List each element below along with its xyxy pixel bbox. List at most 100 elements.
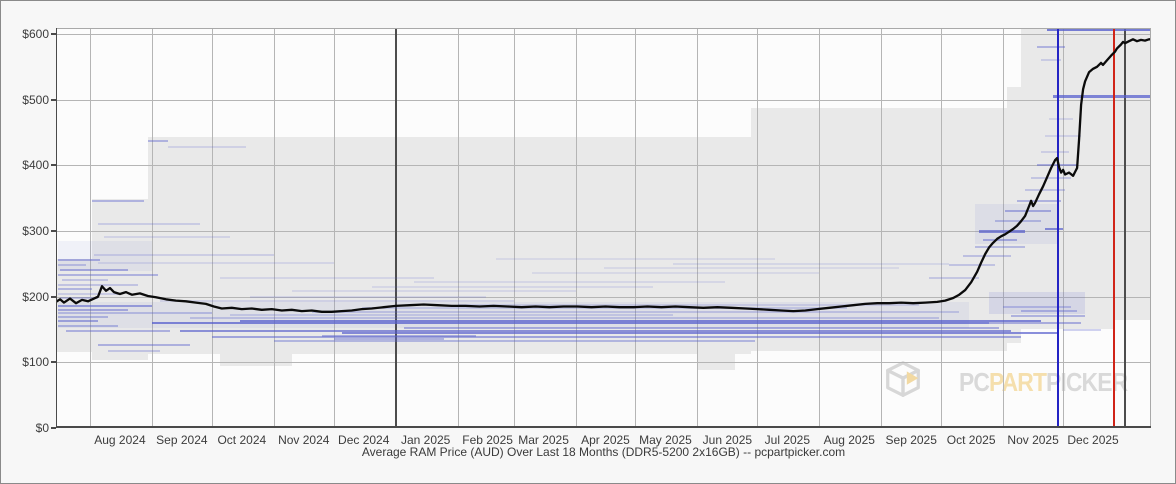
listing-price-segment xyxy=(167,145,246,148)
listing-price-segment xyxy=(1003,305,1072,308)
listing-price-segment xyxy=(1037,164,1078,167)
month-gridline xyxy=(1003,28,1005,428)
listing-price-segment xyxy=(989,292,1086,315)
listing-price-segment xyxy=(91,200,144,203)
listing-price-segment xyxy=(61,278,108,281)
x-axis-label: Sep 2025 xyxy=(885,433,937,447)
month-gridline xyxy=(151,28,153,428)
y-tick-mark xyxy=(51,295,56,298)
listing-price-segment xyxy=(57,288,92,291)
listing-price-segment xyxy=(603,267,900,270)
range-band-step xyxy=(91,199,148,360)
x-axis-label: May 2025 xyxy=(639,433,692,447)
listing-price-segment xyxy=(1045,228,1064,231)
listing-price-segment xyxy=(495,257,776,260)
listing-price-segment xyxy=(989,321,1082,324)
listing-price-segment xyxy=(1041,59,1062,62)
listing-price-segment xyxy=(57,316,108,319)
x-axis-label: Oct 2024 xyxy=(217,433,267,447)
y-tick-mark xyxy=(51,164,56,167)
month-gridline xyxy=(513,28,515,428)
price-range-band-layer xyxy=(56,28,1151,428)
listing-price-segment xyxy=(179,329,1012,332)
listing-price-segment xyxy=(147,140,168,143)
y-axis-label: $600 xyxy=(22,27,49,41)
y-gridline xyxy=(56,362,1151,364)
month-gridline xyxy=(273,28,275,428)
listing-price-segment xyxy=(249,295,486,298)
y-tick-mark xyxy=(51,33,56,35)
listing-price-segment xyxy=(189,316,940,319)
y-axis-label: $0 xyxy=(35,421,49,435)
plot-border-top xyxy=(56,28,1151,29)
listing-price-segment xyxy=(1063,328,1102,331)
listing-price-segment xyxy=(65,329,170,332)
listing-price-segment xyxy=(333,337,444,340)
month-gridline xyxy=(697,28,699,428)
listing-price-segment xyxy=(311,311,960,314)
listing-price-segment xyxy=(1037,46,1066,49)
month-gridline xyxy=(211,28,213,428)
x-axis-label: Nov 2024 xyxy=(278,433,330,447)
listing-price-segment xyxy=(1049,118,1074,121)
x-axis-label: Aug 2024 xyxy=(94,433,146,447)
month-gridline xyxy=(1063,28,1065,428)
month-gridline xyxy=(333,28,335,428)
y-gridline xyxy=(56,231,1151,232)
range-band-step xyxy=(1007,86,1022,343)
listing-price-segment xyxy=(57,312,212,315)
listing-price-segment xyxy=(93,254,274,257)
brand-mid: PART xyxy=(988,367,1047,397)
y-axis-ticks xyxy=(51,28,56,429)
plot-area: PCPARTPICKER xyxy=(56,28,1151,428)
listing-price-segment xyxy=(371,285,654,288)
x-axis-label: Dec 2024 xyxy=(338,433,390,447)
listing-price-segment xyxy=(403,327,1000,330)
brand-prefix: PC xyxy=(958,367,990,397)
range-band-step xyxy=(1021,28,1114,330)
listing-price-segment xyxy=(97,222,200,225)
y-tick-mark xyxy=(51,230,56,232)
listing-price-segment xyxy=(57,293,118,296)
listing-price-segment xyxy=(341,331,1058,334)
x-axis-label: Jul 2025 xyxy=(764,433,811,447)
month-gridline xyxy=(881,28,883,428)
listing-price-segment xyxy=(57,319,98,322)
listing-price-segment xyxy=(929,277,980,280)
year-gridline xyxy=(394,28,397,428)
x-axis-label: Mar 2025 xyxy=(518,433,569,447)
plot-border-right xyxy=(1150,28,1151,428)
listing-price-segment xyxy=(151,321,990,324)
year-gridline xyxy=(1124,28,1127,428)
y-tick-mark xyxy=(51,98,56,101)
month-gridline xyxy=(575,28,577,428)
listing-price-segment xyxy=(57,240,152,271)
listing-price-segment xyxy=(1041,151,1070,154)
listing-price-segment xyxy=(229,314,674,317)
y-axis-label: $100 xyxy=(22,355,49,370)
x-axis-label: Dec 2025 xyxy=(1067,433,1119,447)
x-axis-labels: Aug 2024 Sep 2024 Oct 2024 Nov 2024 Dec 2024… xyxy=(56,432,1151,448)
listing-price-segment xyxy=(59,296,98,299)
x-axis-label: Feb 2025 xyxy=(462,433,513,447)
listing-price-segment xyxy=(57,304,152,307)
y-axis-label: $300 xyxy=(22,224,49,238)
month-gridline xyxy=(819,28,821,428)
listing-price-segment xyxy=(291,290,576,293)
listing-price-segment xyxy=(457,303,920,306)
listing-price-segment xyxy=(1021,310,1078,313)
vertical-marker-red xyxy=(1113,28,1116,428)
listing-price-segment xyxy=(239,319,1042,322)
vertical-marker-blue xyxy=(1057,28,1060,428)
listing-price-segment xyxy=(1011,315,1086,318)
range-band-step xyxy=(147,137,220,355)
listing-price-segment xyxy=(159,300,514,303)
y-axis-label: $200 xyxy=(22,289,49,304)
y-gridline xyxy=(56,99,1151,101)
month-gridline xyxy=(757,28,759,428)
x-axis-line xyxy=(56,426,1151,428)
y-tick-mark xyxy=(51,427,56,429)
month-gridline xyxy=(941,28,943,428)
x-axis-label: Apr 2025 xyxy=(581,433,630,447)
